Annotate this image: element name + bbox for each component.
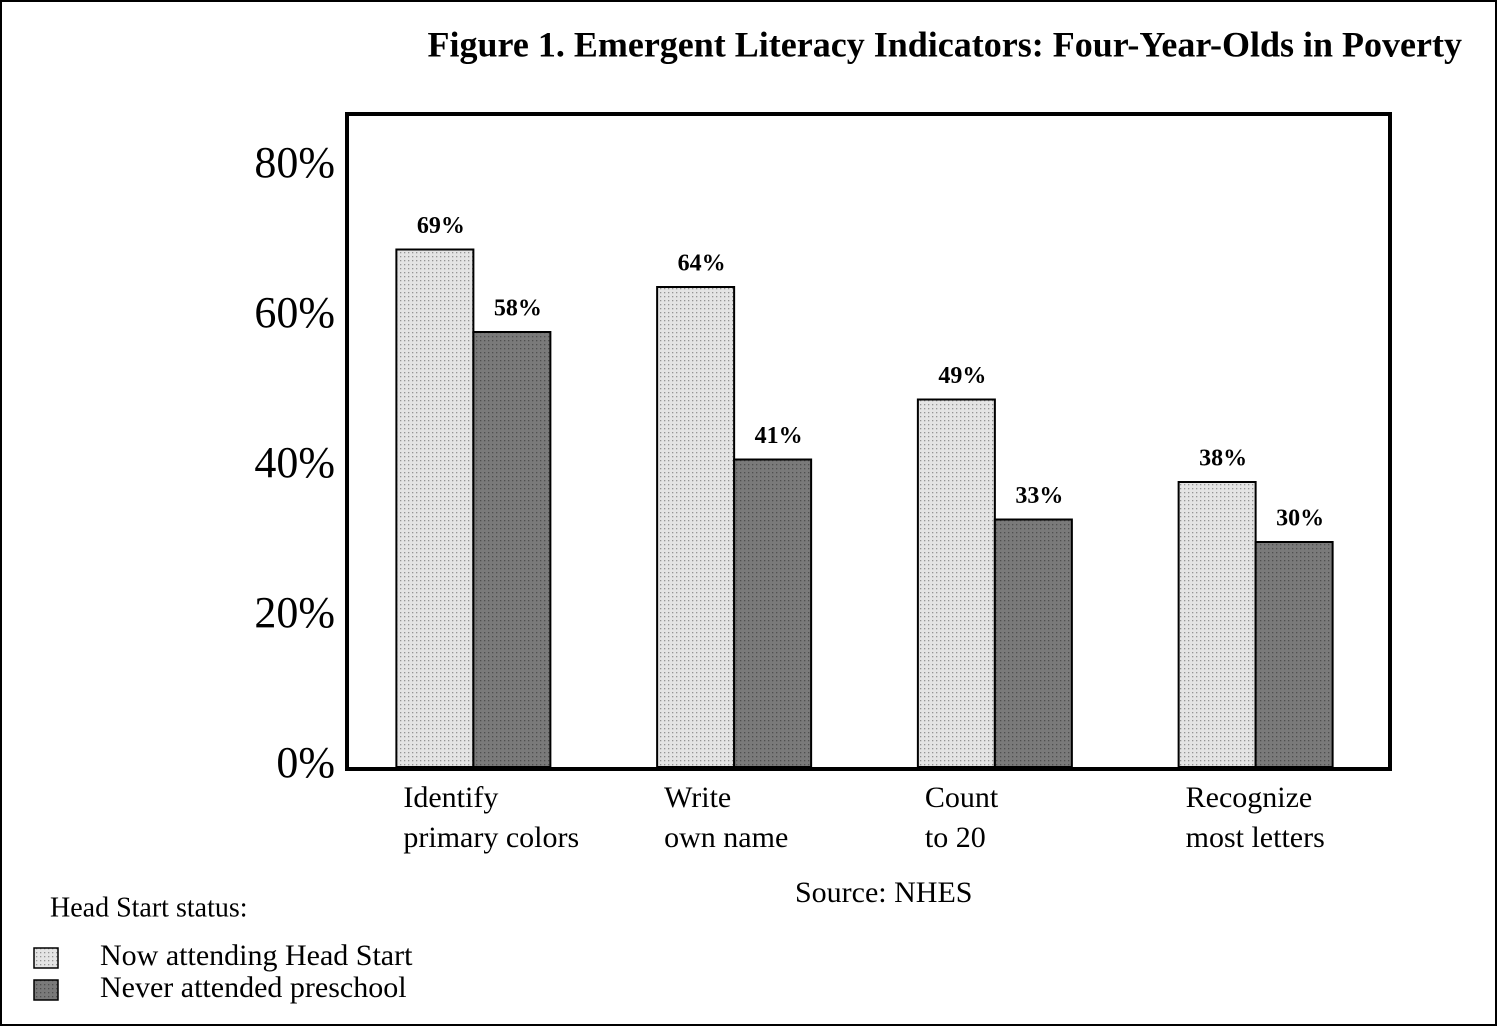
x-tick-label: Write [664, 781, 731, 814]
value-label: 33% [1015, 483, 1063, 509]
x-tick-label: Count [925, 781, 999, 814]
legend-label: Now attending Head Start [100, 939, 413, 972]
bar-texture [917, 399, 995, 767]
value-label: 49% [938, 363, 986, 389]
x-tick-label: own name [664, 821, 788, 854]
legend-swatch-texture [34, 948, 58, 968]
bar-texture [734, 459, 812, 767]
plot-frame [345, 112, 1392, 771]
legend-label: Never attended preschool [100, 971, 407, 1004]
legend-title: Head Start status: [50, 892, 248, 923]
bar-texture [1178, 482, 1256, 767]
bar-texture [396, 249, 474, 767]
x-tick-label: primary colors [403, 821, 579, 854]
bar-texture [657, 287, 735, 767]
value-label: 41% [755, 423, 803, 449]
value-label: 58% [494, 296, 542, 322]
x-tick-label: most letters [1186, 821, 1325, 854]
x-tick-label: Recognize [1186, 781, 1313, 814]
value-label: 69% [417, 213, 465, 239]
y-tick-label: 0% [276, 738, 335, 787]
y-tick-label: 20% [254, 588, 335, 637]
bar-texture [994, 519, 1072, 767]
legend-swatch-texture [34, 980, 58, 1000]
bar-texture [1255, 542, 1333, 767]
y-tick-label: 40% [254, 438, 335, 487]
value-label: 64% [678, 251, 726, 277]
x-tick-label: to 20 [925, 821, 986, 854]
y-tick-label: 80% [254, 138, 335, 187]
value-label: 30% [1276, 506, 1324, 532]
value-label: 38% [1199, 446, 1247, 472]
y-tick-label: 60% [254, 288, 335, 337]
x-tick-label: Identify [403, 781, 498, 814]
source: Source: NHES [795, 876, 972, 909]
chart-title: Figure 1. Emergent Literacy Indicators: … [428, 24, 1462, 64]
bar-texture [473, 332, 551, 767]
